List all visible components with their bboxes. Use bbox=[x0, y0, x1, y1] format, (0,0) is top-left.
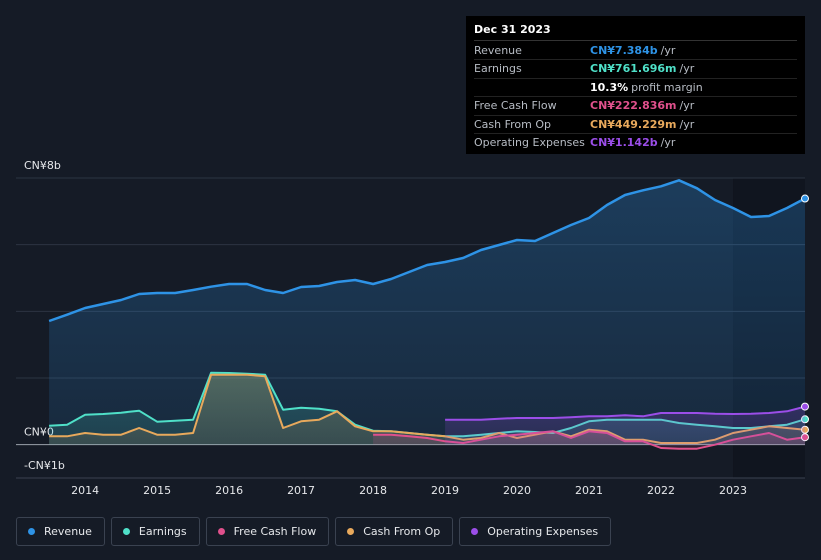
end-marker bbox=[801, 194, 809, 203]
legend-dot bbox=[471, 528, 479, 535]
x-tick-label: 2015 bbox=[143, 484, 171, 497]
legend-dot bbox=[347, 528, 355, 535]
tooltip-value: CN¥761.696m bbox=[590, 62, 677, 76]
y-tick-label: CN¥0 bbox=[24, 426, 54, 439]
tooltip-row: Free Cash Flow CN¥222.836m/yr bbox=[474, 97, 797, 116]
tooltip-label: Revenue bbox=[474, 44, 522, 57]
x-tick-label: 2016 bbox=[215, 484, 243, 497]
x-tick-label: 2021 bbox=[575, 484, 603, 497]
x-tick-label: 2018 bbox=[359, 484, 387, 497]
x-tick-label: 2019 bbox=[431, 484, 459, 497]
x-tick-label: 2022 bbox=[647, 484, 675, 497]
legend-item[interactable]: Free Cash Flow bbox=[205, 517, 330, 546]
legend-label: Revenue bbox=[44, 525, 92, 538]
tooltip-unit: /yr bbox=[679, 117, 695, 131]
tooltip-unit: /yr bbox=[660, 44, 676, 57]
legend-label: Free Cash Flow bbox=[233, 525, 317, 538]
tooltip-unit: /yr bbox=[660, 135, 676, 149]
tooltip-row: Revenue CN¥7.384b/yr bbox=[474, 42, 797, 61]
x-tick-label: 2014 bbox=[71, 484, 99, 497]
tooltip-date: Dec 31 2023 bbox=[474, 22, 797, 41]
tooltip-unit: /yr bbox=[679, 62, 695, 76]
x-tick-label: 2020 bbox=[503, 484, 531, 497]
chart: CN¥8b CN¥0 -CN¥1b 2014 2015 2016 2017 2018 2019 2… bbox=[16, 159, 809, 497]
legend-item[interactable]: Revenue bbox=[16, 517, 105, 546]
legend-dot bbox=[217, 528, 225, 535]
tooltip-row: Earnings CN¥761.696m/yr bbox=[474, 60, 797, 79]
legend: Revenue Earnings Free Cash Flow Cash From O… bbox=[16, 517, 612, 546]
tooltip-label: Operating Expenses bbox=[474, 135, 585, 149]
tooltip-value: CN¥1.142b bbox=[590, 135, 658, 149]
x-tick-label: 2017 bbox=[287, 484, 315, 497]
tooltip-label: Earnings bbox=[474, 62, 522, 76]
tooltip-value: CN¥222.836m bbox=[590, 99, 677, 113]
legend-item[interactable]: Cash From Op bbox=[335, 517, 454, 546]
end-marker bbox=[801, 402, 809, 411]
legend-label: Cash From Op bbox=[363, 525, 441, 538]
legend-label: Earnings bbox=[138, 525, 187, 538]
tooltip-label: Free Cash Flow bbox=[474, 99, 557, 113]
legend-item[interactable]: Operating Expenses bbox=[459, 517, 612, 546]
legend-item[interactable]: Earnings bbox=[110, 517, 200, 546]
tooltip-unit: profit margin bbox=[631, 80, 703, 94]
tooltip-label: Cash From Op bbox=[474, 117, 552, 131]
series-line bbox=[445, 405, 806, 421]
y-tick-label: -CN¥1b bbox=[24, 459, 65, 472]
series-area bbox=[49, 180, 806, 445]
tooltip-unit: /yr bbox=[679, 99, 695, 113]
tooltip-value: 10.3% bbox=[590, 80, 629, 94]
legend-dot bbox=[28, 528, 35, 535]
tooltip-label bbox=[474, 79, 590, 96]
y-tick-label: CN¥8b bbox=[24, 159, 61, 172]
tooltip-row: Cash From Op CN¥449.229m/yr bbox=[474, 116, 797, 134]
series-line bbox=[48, 179, 806, 323]
tooltip-value: CN¥7.384b bbox=[590, 44, 658, 57]
tooltip-row: 10.3% profit margin bbox=[474, 79, 797, 98]
tooltip: Dec 31 2023 Revenue CN¥7.384b/yr Earnings C… bbox=[466, 16, 805, 154]
series-area bbox=[49, 374, 806, 445]
tooltip-value: CN¥449.229m bbox=[590, 117, 677, 131]
legend-label: Operating Expenses bbox=[487, 525, 599, 538]
x-tick-label: 2023 bbox=[719, 484, 747, 497]
legend-dot bbox=[122, 528, 130, 535]
tooltip-row: Operating Expenses CN¥1.142b/yr bbox=[474, 134, 797, 151]
series-area bbox=[445, 406, 805, 445]
